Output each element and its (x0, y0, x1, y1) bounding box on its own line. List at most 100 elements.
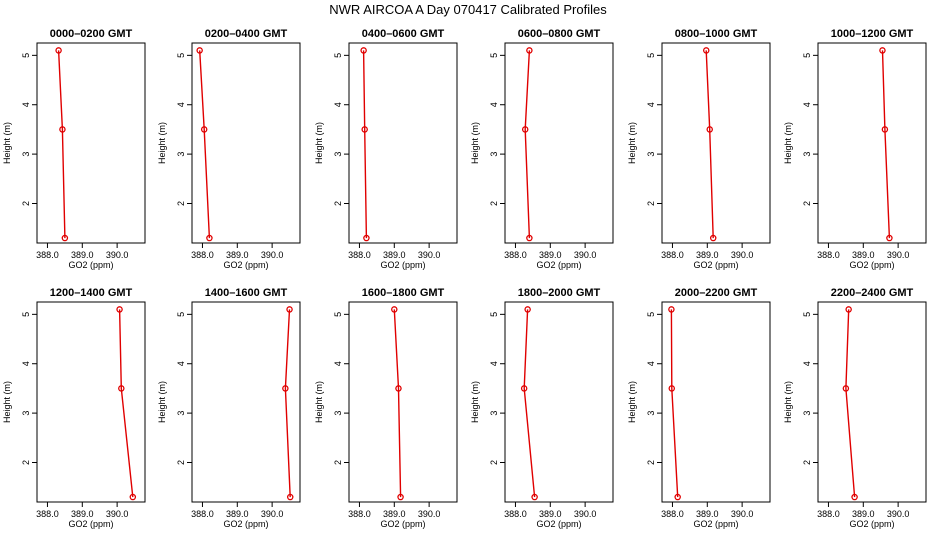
x-axis-label: GO2 (ppm) (380, 519, 425, 529)
y-axis-label: Height (m) (157, 122, 167, 164)
x-tick-label: 390.0 (261, 509, 284, 519)
data-point (61, 234, 69, 242)
data-point (118, 385, 125, 392)
x-tick-label: 389.0 (539, 250, 562, 260)
x-axis-label: GO2 (ppm) (68, 519, 113, 529)
x-axis-label: GO2 (ppm) (380, 260, 425, 270)
x-tick-label: 389.0 (852, 509, 875, 519)
y-tick-label: 5 (333, 53, 343, 58)
profile-line (524, 50, 531, 239)
x-tick-label: 390.0 (106, 250, 129, 260)
profile-line (705, 50, 714, 239)
y-tick-label: 2 (333, 460, 343, 465)
data-point (886, 234, 893, 242)
x-tick-label: 390.0 (418, 509, 441, 519)
y-tick-label: 4 (21, 102, 31, 107)
x-tick-label: 388.0 (348, 509, 371, 519)
data-point (397, 493, 404, 501)
data-point (668, 385, 676, 392)
data-point (59, 126, 66, 133)
x-tick-label: 389.0 (226, 250, 249, 260)
data-point (129, 493, 137, 501)
y-tick-label: 4 (802, 361, 812, 366)
data-point (879, 47, 886, 54)
chart-panel: 1400–1600 GMT 388.0 389.0 390.0 2 3 4 5 GO2 (ppm… (157, 287, 301, 529)
x-tick-label: 390.0 (887, 509, 910, 519)
chart-panel: 0000–0200 GMT 388.0 389.0 390.0 2 3 4 5 GO2 (ppm… (2, 28, 146, 270)
y-axis-label: Height (m) (783, 381, 793, 423)
data-point (395, 385, 402, 392)
plot-frame (36, 301, 146, 503)
y-axis-label: Height (m) (627, 381, 637, 423)
panel-title: 0000–0200 GMT (50, 28, 133, 40)
y-tick-label: 4 (489, 361, 499, 366)
data-point (360, 47, 367, 54)
plot-frame (817, 42, 927, 244)
figure-title: NWR AIRCOA A Day 070417 Calibrated Profi… (329, 2, 607, 17)
plot-frame (504, 42, 614, 244)
x-tick-label: 388.0 (504, 509, 527, 519)
data-point (361, 126, 368, 133)
chart-panel: 1000–1200 GMT 388.0 389.0 390.0 2 3 4 5 GO2 (ppm… (783, 28, 927, 270)
x-tick-label: 389.0 (226, 509, 249, 519)
x-tick-label: 389.0 (383, 509, 406, 519)
y-axis-label: Height (m) (314, 381, 324, 423)
x-axis-label: GO2 (ppm) (536, 519, 581, 529)
chart-panel: 1200–1400 GMT 388.0 389.0 390.0 2 3 4 5 GO2 (ppm… (2, 287, 146, 529)
profile-line (57, 50, 66, 239)
x-tick-label: 388.0 (661, 250, 684, 260)
y-tick-label: 2 (176, 460, 186, 465)
y-axis-label: Height (m) (157, 381, 167, 423)
x-tick-label: 390.0 (106, 509, 129, 519)
panel-title: 0200–0400 GMT (205, 28, 288, 40)
y-tick-label: 3 (333, 411, 343, 416)
y-tick-label: 2 (489, 460, 499, 465)
plot-frame (661, 42, 771, 244)
data-point (674, 493, 681, 501)
chart-panel: 2000–2200 GMT 388.0 389.0 390.0 2 3 4 5 GO2 (ppm… (627, 287, 771, 529)
y-tick-label: 4 (333, 361, 343, 366)
y-tick-label: 3 (21, 152, 31, 157)
profile-line (845, 309, 856, 498)
y-tick-label: 2 (802, 460, 812, 465)
chart-panel: 0600–0800 GMT 388.0 389.0 390.0 2 3 4 5 GO2 (ppm… (470, 28, 614, 270)
y-tick-label: 4 (21, 361, 31, 366)
x-tick-label: 390.0 (574, 509, 597, 519)
y-tick-label: 3 (176, 411, 186, 416)
x-tick-label: 388.0 (36, 250, 59, 260)
x-tick-label: 388.0 (817, 509, 840, 519)
y-tick-label: 3 (802, 411, 812, 416)
x-axis-label: GO2 (ppm) (536, 260, 581, 270)
y-tick-label: 2 (802, 201, 812, 206)
y-tick-label: 2 (646, 460, 656, 465)
profile-line (523, 309, 536, 498)
y-tick-label: 5 (21, 53, 31, 58)
panel-title: 2000–2200 GMT (675, 287, 758, 299)
panels-group: 0000–0200 GMT 388.0 389.0 390.0 2 3 4 5 GO2 (ppm… (2, 28, 927, 529)
data-point (363, 234, 370, 242)
plot-frame (817, 301, 927, 503)
x-tick-label: 388.0 (191, 250, 214, 260)
y-axis-label: Height (m) (470, 122, 480, 164)
y-tick-label: 5 (176, 312, 186, 317)
panel-title: 0800–1000 GMT (675, 28, 758, 40)
x-tick-label: 390.0 (418, 250, 441, 260)
y-tick-label: 4 (646, 102, 656, 107)
y-tick-label: 3 (489, 152, 499, 157)
profile-line (362, 50, 368, 239)
plot-frame (504, 301, 614, 503)
data-point (526, 234, 533, 242)
chart-panel: 0400–0600 GMT 388.0 389.0 390.0 2 3 4 5 GO2 (ppm… (314, 28, 458, 270)
y-tick-label: 3 (489, 411, 499, 416)
data-point (196, 47, 203, 54)
x-tick-label: 388.0 (191, 509, 214, 519)
x-tick-label: 388.0 (36, 509, 59, 519)
y-tick-label: 4 (802, 102, 812, 107)
y-tick-label: 5 (802, 312, 812, 317)
plot-frame (191, 301, 301, 503)
y-tick-label: 5 (646, 312, 656, 317)
data-point (668, 306, 675, 313)
data-point (702, 47, 710, 54)
x-tick-label: 389.0 (383, 250, 406, 260)
